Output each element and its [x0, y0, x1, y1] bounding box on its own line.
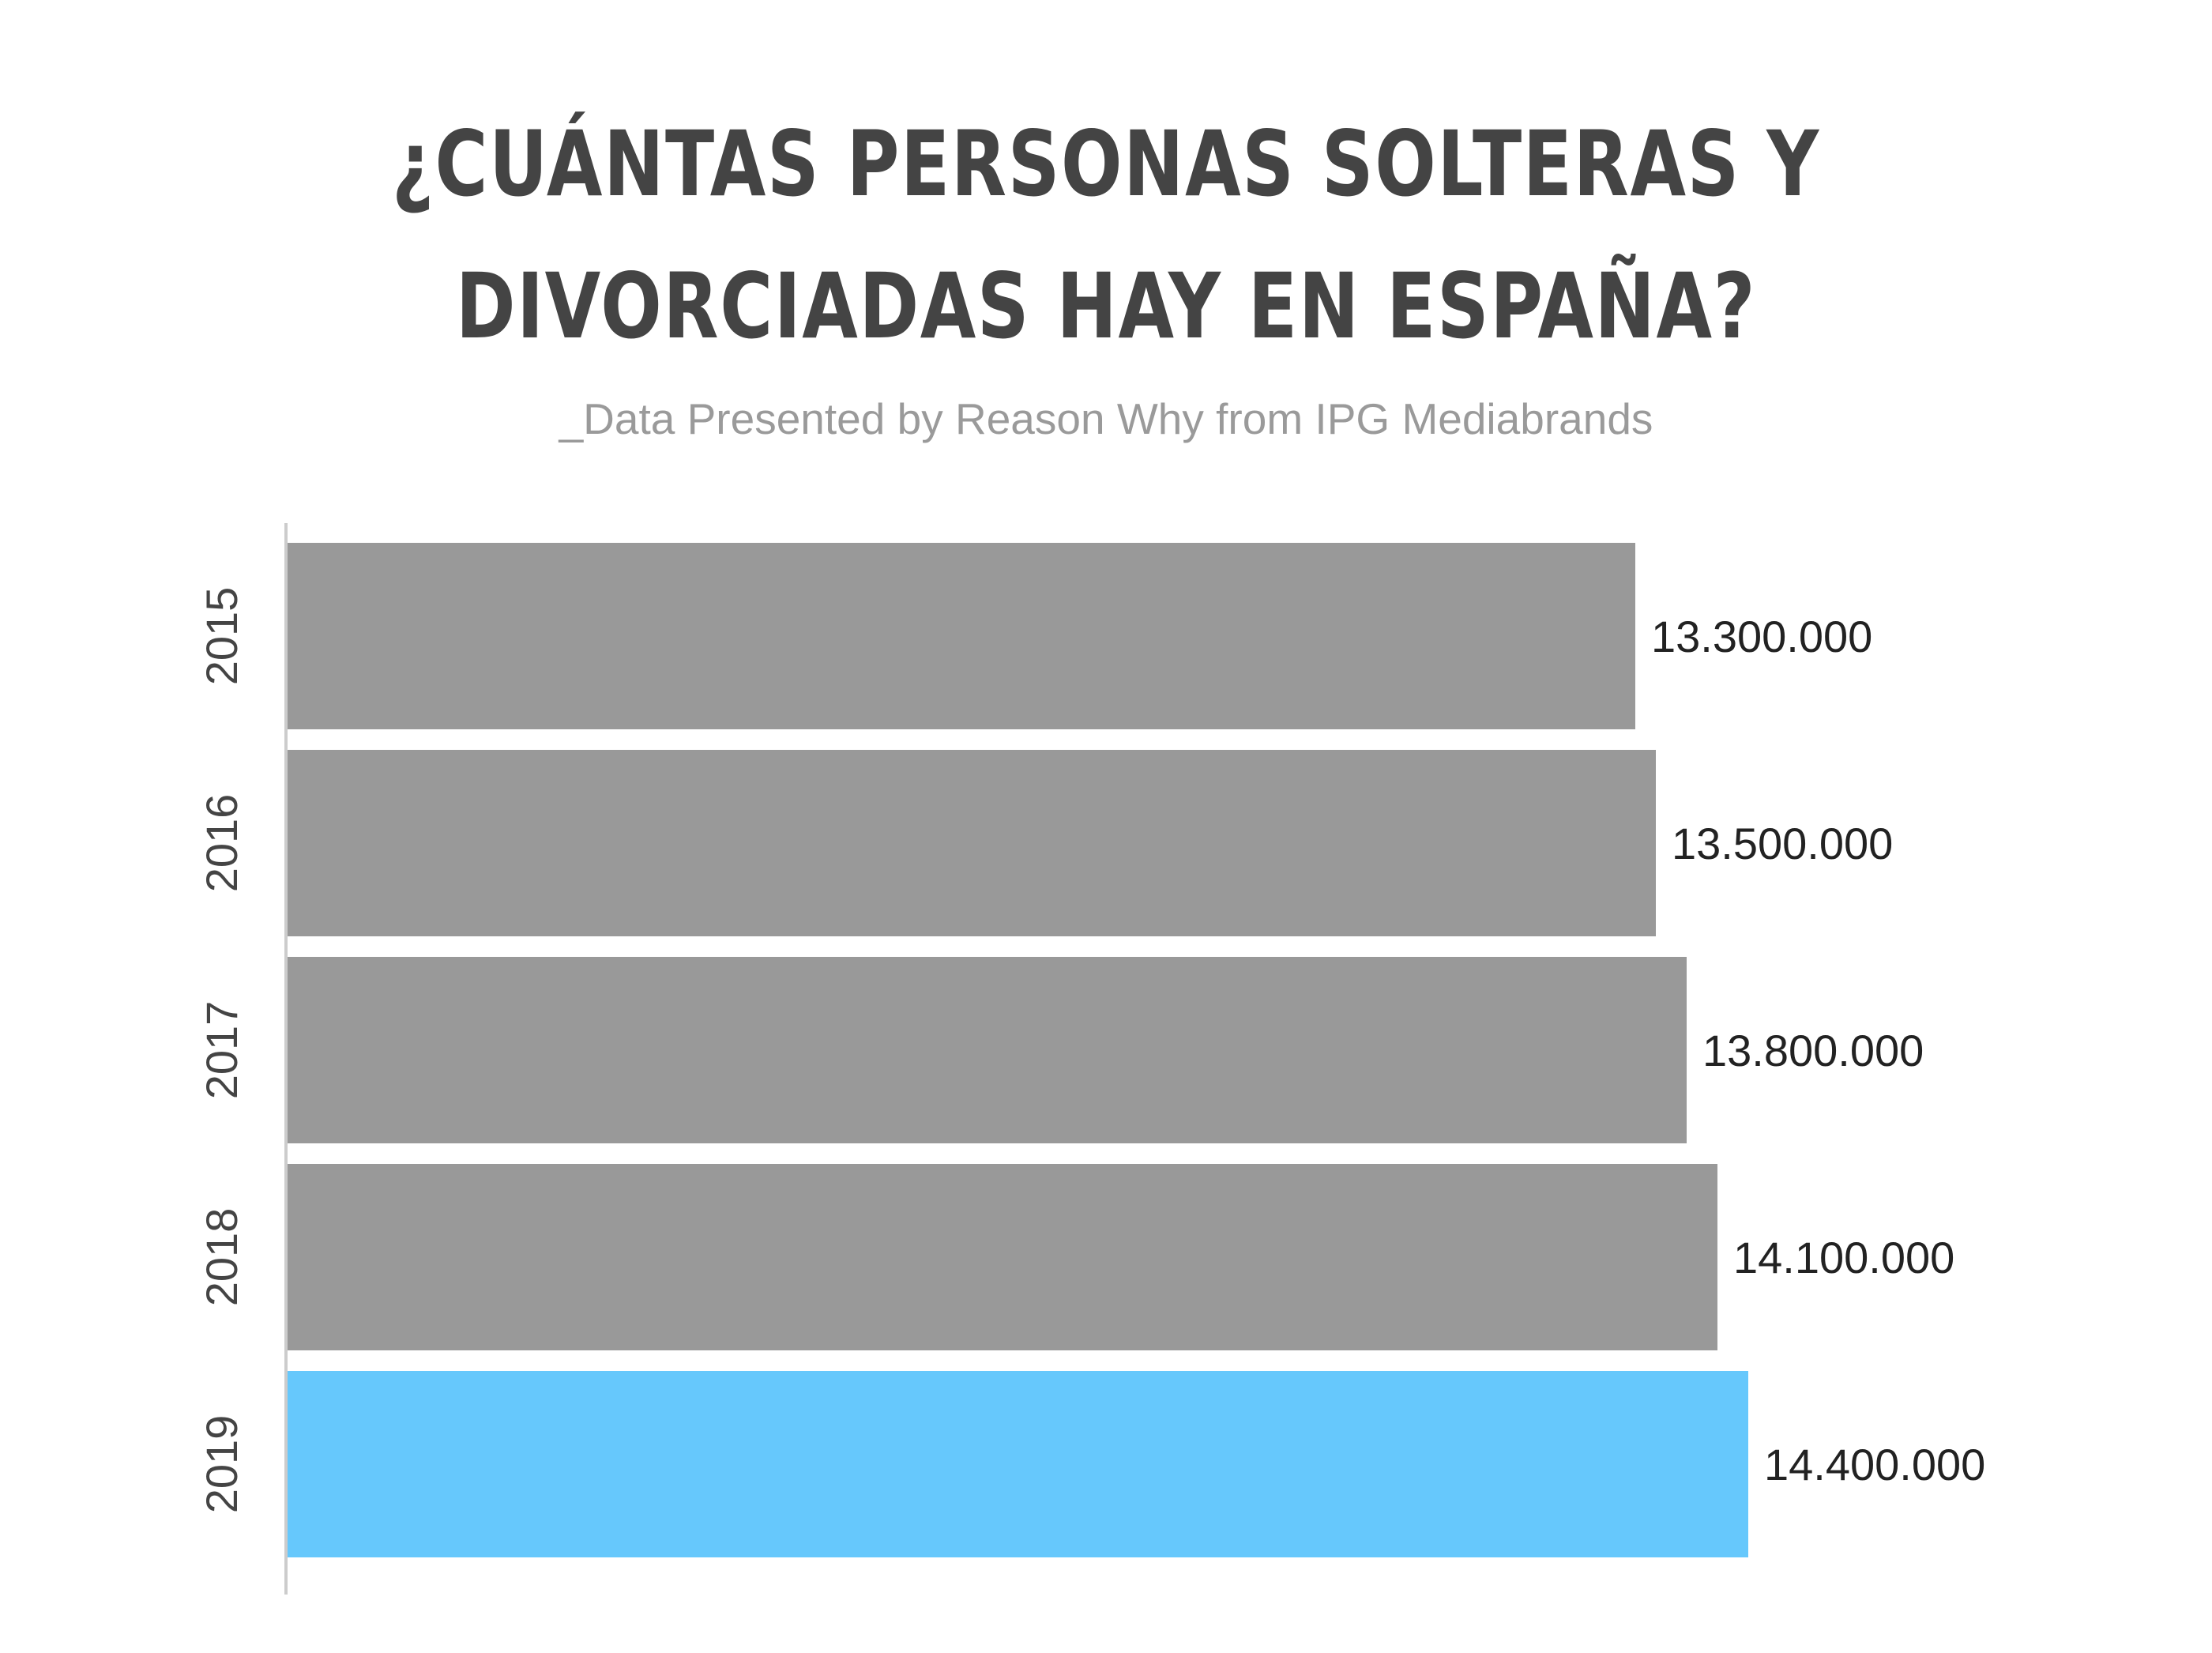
value-label-2018: 14.100.000 [1733, 1233, 1954, 1282]
value-label-2016: 13.500.000 [1672, 819, 1893, 868]
chart-title-line-2: DIVORCIADAS HAY EN ESPAÑA? [455, 254, 1757, 359]
value-label-2015: 13.300.000 [1651, 612, 1872, 661]
chart-title: ¿CUÁNTAS PERSONAS SOLTERAS Y DIVORCIADAS… [221, 93, 1991, 378]
tick-label-2016: 2016 [197, 794, 246, 893]
value-label-2017: 13.800.000 [1702, 1026, 1924, 1075]
bar-2016 [288, 750, 1656, 936]
bar-2015 [288, 543, 1635, 729]
value-label-2019: 14.400.000 [1764, 1440, 1985, 1489]
bar-2019 [288, 1371, 1748, 1557]
tick-label-2015: 2015 [197, 587, 246, 686]
tick-label-2017: 2017 [197, 1001, 246, 1100]
chart-subtitle: _Data Presented by Reason Why from IPG M… [559, 394, 1653, 443]
bar-2018 [288, 1164, 1717, 1350]
tick-label-2019: 2019 [197, 1415, 246, 1514]
bar-2017 [288, 957, 1687, 1143]
chart-title-line-1: ¿CUÁNTAS PERSONAS SOLTERAS Y [392, 111, 1820, 217]
tick-label-2018: 2018 [197, 1208, 246, 1307]
